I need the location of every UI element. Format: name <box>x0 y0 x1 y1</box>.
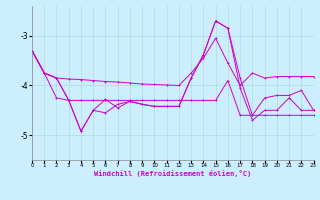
X-axis label: Windchill (Refroidissement éolien,°C): Windchill (Refroidissement éolien,°C) <box>94 170 252 177</box>
